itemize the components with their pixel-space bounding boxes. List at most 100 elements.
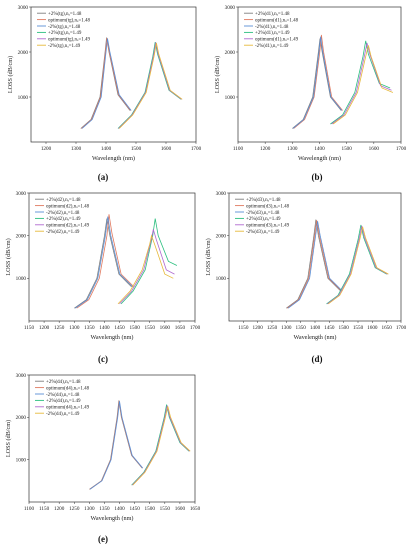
legend-entry: optimum(d1),nₐ=1.48 [255,18,299,23]
legend-entry: +2%(d1),nₐ=1.48 [255,12,290,17]
x-tick-label: 1500 [338,325,349,331]
plot-frame [28,374,196,503]
chart-panel-5: 1100 1150 1200 1250 1300 1350 1400 1450 1500 1550… [5,373,201,544]
series-line [292,36,343,129]
x-tick-label: 1400 [114,506,125,512]
legend-entry: optimum(tg),nₐ=1.48 [48,18,90,23]
y-axis-label: LOSS (dB/cm) [5,420,12,457]
x-tick-label: 1500 [131,146,142,152]
series-line [81,37,131,129]
legend-entry: -2%(d1),nₐ=1.48 [255,25,289,30]
chart-panel-3: 1150 1200 1250 1300 1350 1400 1450 1500 1550 1600… [5,191,201,364]
series-line [76,214,135,309]
x-tick-label: 1600 [367,325,378,331]
legend-entry: optimum(d2),nₐ=1.48 [46,204,90,209]
x-tick-label: 1650 [381,325,392,331]
series-line [330,40,391,125]
chart-panel-2: 1100 1200 1300 1400 1500 1600 1700 1000 2000 3000… [214,5,407,182]
series-line [287,221,343,309]
series-line [118,42,182,129]
x-axis-label: Wavelength (nm) [298,155,341,162]
series-line [327,225,388,305]
series-line [286,220,342,309]
legend-entry: -2%(d2),nₐ=1.48 [46,211,80,216]
x-tick-label: 1300 [69,325,80,331]
series-line [81,38,132,129]
y-axis-label: LOSS (dB/cm) [5,238,12,275]
y-tick-label: 1000 [216,276,227,282]
chart-panel-4: 1150 1200 1250 1300 1350 1400 1450 1500 1550 1600… [205,191,407,364]
legend-entry: -2%(tg),nₐ=1.49 [48,44,81,49]
series-line [286,219,342,309]
y-tick-label: 1000 [16,276,27,282]
x-tick-label: 1250 [54,325,65,331]
series-line [332,45,394,125]
x-tick-label: 1700 [190,325,201,331]
legend-entry: +2%(d2),nₐ=1.48 [46,198,81,203]
x-tick-label: 1600 [160,325,171,331]
legend-entry: optimum(d3),nₐ=1.49 [246,224,290,229]
legend-entry: optimum(d2),nₐ=1.49 [46,224,90,229]
x-tick-label: 1350 [295,325,306,331]
x-tick-label: 1650 [190,506,201,512]
series-line [326,224,387,305]
x-tick-label: 1400 [310,325,321,331]
panel-caption: (b) [312,172,323,182]
x-tick-label: 1300 [71,146,82,152]
x-axis-label: Wavelength (nm) [294,334,337,341]
legend-entry: -2%(d3),nₐ=1.48 [246,211,280,216]
series-line [331,42,392,125]
series-line [293,34,343,129]
legend-entry: +2%(d1),nₐ=1.49 [255,31,290,36]
series-line [327,226,389,305]
x-tick-label: 1250 [69,506,80,512]
series-line [74,218,132,309]
x-tick-label: 1600 [369,146,380,152]
x-tick-label: 1350 [84,325,95,331]
legend-entry: -2%(d4),nₐ=1.49 [46,412,80,417]
x-tick-label: 1300 [281,325,292,331]
panel-caption: (c) [98,354,108,364]
y-tick-label: 2000 [18,50,29,56]
x-tick-label: 1150 [39,506,50,512]
x-tick-label: 1350 [99,506,110,512]
y-tick-label: 2000 [16,233,27,239]
x-tick-label: 1500 [341,146,352,152]
y-tick-label: 2000 [216,233,227,239]
y-tick-label: 3000 [216,191,227,197]
x-tick-label: 1250 [267,325,278,331]
x-tick-label: 1300 [287,146,298,152]
y-tick-label: 2000 [225,50,236,56]
series-line [89,401,144,490]
legend-entry: +2%(tg),nₐ=1.48 [48,12,82,17]
series-line [131,404,190,486]
x-tick-label: 1500 [145,506,156,512]
chart-panel-1: 1200 1300 1400 1500 1600 1700 1000 2000 3000 Wave… [7,5,202,182]
x-tick-label: 1450 [114,325,125,331]
legend-entry: optimum(d3),nₐ=1.48 [246,204,290,209]
series-line [89,400,143,490]
x-axis-label: Wavelength (nm) [92,155,135,162]
x-tick-label: 1450 [129,506,140,512]
legend-entry: +2%(tg),nₐ=1.49 [48,31,82,36]
x-tick-label: 1700 [396,146,407,152]
legend-entry: -2%(tg),nₐ=1.48 [48,25,81,30]
x-tick-label: 1300 [84,506,95,512]
series-line [120,218,178,305]
panel-caption: (d) [312,354,323,364]
y-axis-label: LOSS (dB/cm) [7,56,14,93]
legend-entry: optimum(d4),nₐ=1.48 [46,386,90,391]
panel-caption: (a) [98,172,109,182]
y-tick-label: 3000 [16,191,27,197]
legend-entry: +2%(d2),nₐ=1.49 [46,217,81,222]
y-tick-label: 2000 [16,415,27,421]
x-tick-label: 1400 [101,146,112,152]
plot-frame [28,192,196,322]
legend-entry: optimum(tg),nₐ=1.49 [48,38,90,43]
x-tick-label: 1500 [129,325,140,331]
x-tick-label: 1600 [175,506,186,512]
x-tick-label: 1100 [24,506,35,512]
y-tick-label: 1000 [225,95,236,101]
legend-entry: -2%(d1),nₐ=1.49 [255,44,289,49]
